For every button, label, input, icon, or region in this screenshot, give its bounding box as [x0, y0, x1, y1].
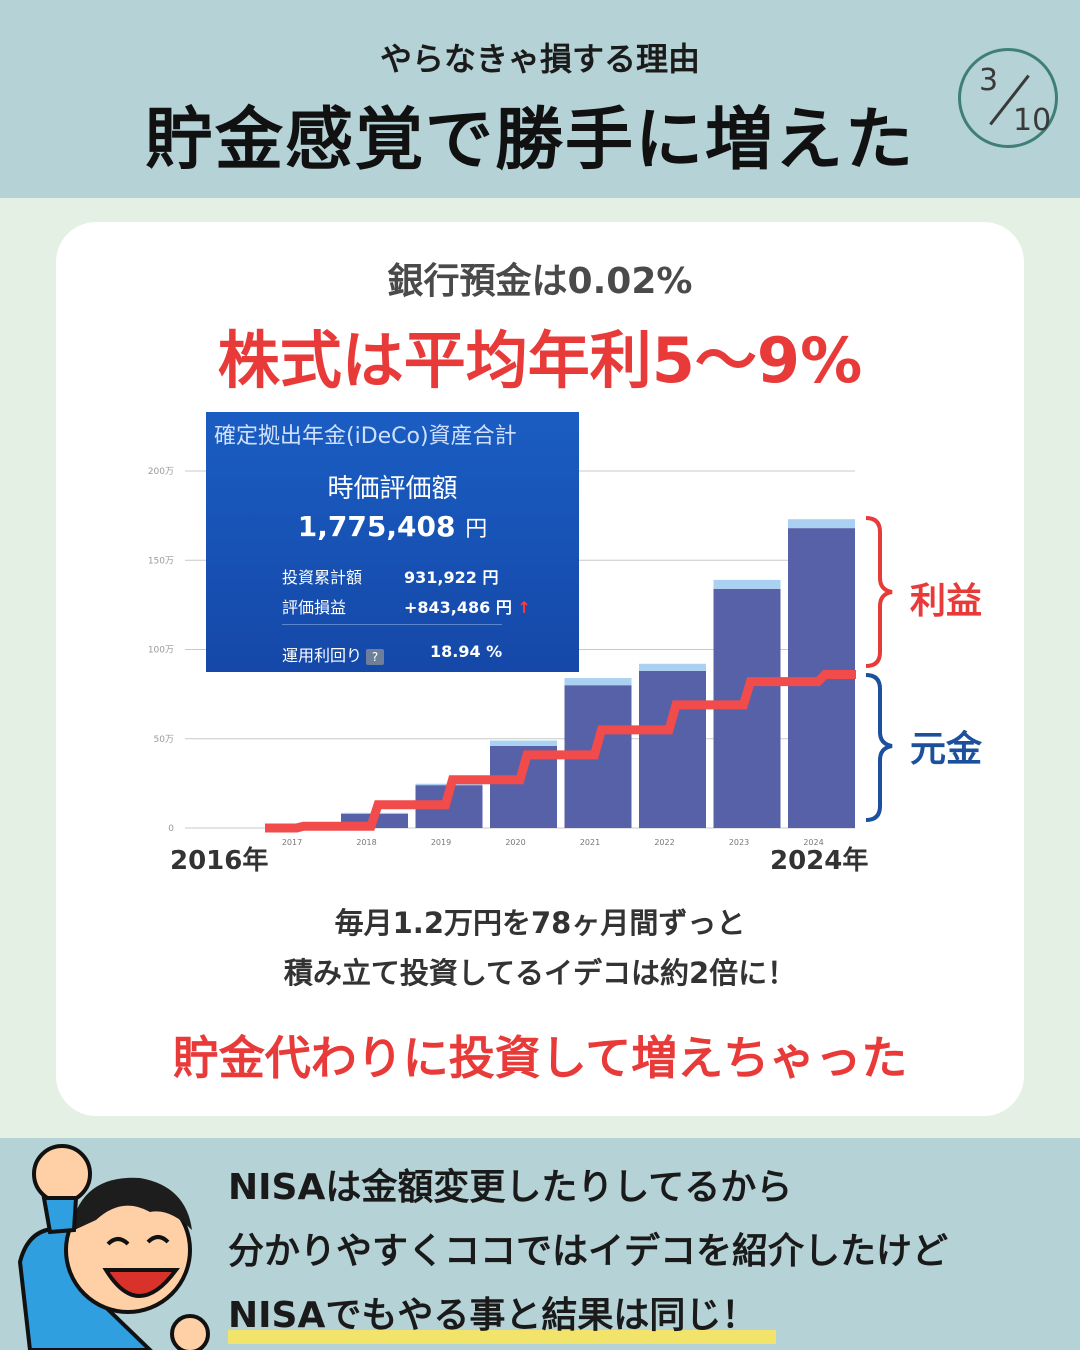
ideco-summary-box: 確定拠出年金(iDeCo)資産合計 時価評価額 1,775,408 円 投資累計…	[206, 412, 579, 672]
gain-value-wrap: +843,486 円 ↑	[404, 594, 572, 618]
bar-top-2023	[713, 579, 781, 589]
header-title: 貯金感覚で勝手に増えた	[144, 101, 915, 180]
y-tick-label: 0	[168, 824, 174, 834]
principal-label: 元金	[910, 729, 983, 770]
market-value-amount: 1,775,408	[297, 510, 456, 543]
gain-value: +843,486 円	[404, 598, 512, 617]
x-tick-label: 2024	[803, 838, 823, 847]
y-tick-label: 100万	[148, 646, 174, 656]
bar-top-2022	[639, 663, 706, 671]
y-tick-label: 50万	[154, 735, 174, 745]
x-tick-label: 2020	[505, 838, 525, 847]
market-value: 1,775,408 円	[206, 510, 579, 543]
text-highlight	[228, 1330, 776, 1344]
description-line: 積み立て投資してるイデコは約2倍に！	[283, 956, 797, 990]
bar-top-2021	[564, 678, 632, 686]
market-value-heading: 時価評価額	[327, 474, 458, 504]
end-year-label: 2024年	[770, 846, 869, 876]
start-year-label: 2016年	[170, 846, 269, 876]
x-tick-label: 2022	[654, 838, 674, 847]
stock-rate-text: 株式は平均年利5〜9%	[217, 324, 863, 397]
bank-rate-text: 銀行預金は0.02%	[387, 261, 693, 302]
help-icon[interactable]: ?	[366, 649, 385, 665]
x-tick-label: 2021	[580, 838, 600, 847]
box-divider	[282, 624, 502, 625]
header: やらなきゃ損する理由 貯金感覚で勝手に増えた 3 10	[0, 0, 1080, 198]
bottom-line-1: NISAは金額変更したりしてるから	[228, 1167, 793, 1208]
description: 毎月1.2万円を78ヶ月間ずっと 積み立て投資してるイデコは約2倍に！	[56, 898, 1024, 998]
principal-brace	[865, 673, 893, 822]
cheering-man-illustration	[17, 1144, 210, 1350]
y-tick-label: 200万	[148, 467, 174, 477]
page-indicator: 3 10	[958, 48, 1058, 148]
bar-2022	[639, 670, 706, 828]
result-text: 貯金代わりに投資して増えちゃった	[172, 1031, 908, 1085]
x-tick-label: 2018	[356, 838, 376, 847]
bottom-line-3: NISAでもやる事と結果は同じ！	[228, 1295, 758, 1336]
principal-step-line	[265, 669, 856, 833]
market-value-unit: 円	[465, 517, 488, 542]
bar-top-2020	[490, 740, 557, 746]
ideco-box-title: 確定拠出年金(iDeCo)資産合計	[214, 424, 517, 449]
bar-top-2024	[788, 519, 855, 529]
return-value: 18.94 %	[430, 642, 503, 661]
return-label: 運用利回り	[282, 646, 363, 665]
y-tick-label: 150万	[148, 556, 174, 566]
header-subtitle: やらなきゃ損する理由	[379, 40, 700, 78]
x-tick-label: 2023	[729, 838, 749, 847]
return-label-wrap: 運用利回り?	[282, 642, 385, 666]
profit-label: 利益	[910, 581, 983, 622]
x-tick-label: 2019	[431, 838, 451, 847]
description-line: 毎月1.2万円を78ヶ月間ずっと	[334, 906, 746, 940]
gain-label: 評価損益	[282, 598, 347, 617]
bottom-line-2: 分かりやすくココではイデコを紹介したけど	[228, 1231, 949, 1272]
x-tick-label: 2017	[282, 838, 302, 847]
up-arrow-icon: ↑	[517, 598, 531, 617]
page-total: 10	[1013, 103, 1052, 138]
profit-brace	[865, 516, 893, 668]
page-current: 3	[979, 63, 999, 98]
contribution-value: 931,922 円	[404, 568, 499, 587]
contribution-label: 投資累計額	[282, 568, 363, 587]
